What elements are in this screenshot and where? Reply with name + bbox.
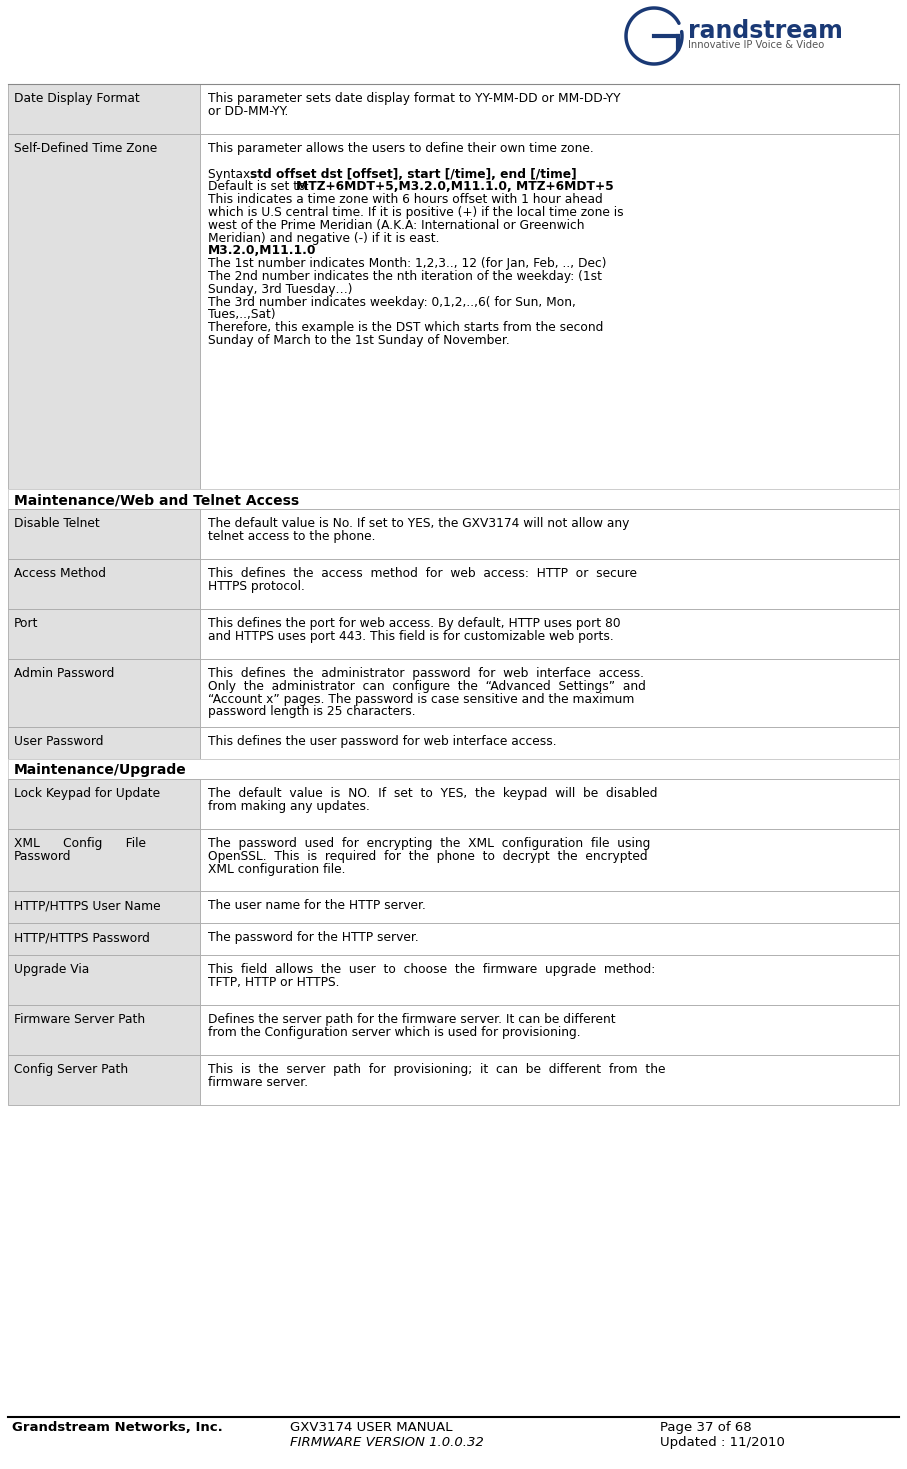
Bar (8, 759, 899, 779)
Text: This parameter allows the users to define their own time zone.: This parameter allows the users to defin… (208, 142, 594, 156)
Bar (8, 489, 899, 508)
Text: Only  the  administrator  can  configure  the  “Advanced  Settings”  and: Only the administrator can configure the… (208, 680, 646, 693)
Text: TFTP, HTTP or HTTPS.: TFTP, HTTP or HTTPS. (208, 975, 339, 989)
Text: This defines the port for web access. By default, HTTP uses port 80: This defines the port for web access. By… (208, 617, 620, 630)
Bar (200, 892, 899, 923)
Bar (200, 727, 899, 759)
Text: This  defines  the  administrator  password  for  web  interface  access.: This defines the administrator password … (208, 667, 644, 680)
Bar (8, 660, 200, 727)
Bar (8, 84, 200, 134)
Text: Disable Telnet: Disable Telnet (14, 517, 100, 530)
Bar (200, 508, 899, 560)
Bar (8, 610, 200, 660)
Text: M3.2.0,M11.1.0: M3.2.0,M11.1.0 (208, 244, 317, 257)
Text: HTTP/HTTPS Password: HTTP/HTTPS Password (14, 931, 150, 945)
Text: firmware server.: firmware server. (208, 1075, 308, 1089)
Text: and HTTPS uses port 443. This field is for customizable web ports.: and HTTPS uses port 443. This field is f… (208, 630, 614, 643)
Text: FIRMWARE VERSION 1.0.0.32: FIRMWARE VERSION 1.0.0.32 (290, 1437, 483, 1448)
Text: OpenSSL.  This  is  required  for  the  phone  to  decrypt  the  encrypted: OpenSSL. This is required for the phone … (208, 849, 648, 862)
Text: XML configuration file.: XML configuration file. (208, 862, 346, 876)
Text: Port: Port (14, 617, 38, 630)
Text: This  defines  the  access  method  for  web  access:  HTTP  or  secure: This defines the access method for web a… (208, 567, 637, 580)
Text: Updated : 11/2010: Updated : 11/2010 (660, 1437, 785, 1448)
Text: west of the Prime Meridian (A.K.A: International or Greenwich: west of the Prime Meridian (A.K.A: Inter… (208, 219, 584, 232)
Text: The password for the HTTP server.: The password for the HTTP server. (208, 931, 419, 945)
Text: MTZ+6MDT+5,M3.2.0,M11.1.0, MTZ+6MDT+5: MTZ+6MDT+5,M3.2.0,M11.1.0, MTZ+6MDT+5 (296, 181, 614, 194)
Text: The user name for the HTTP server.: The user name for the HTTP server. (208, 899, 426, 912)
Bar (8, 560, 200, 610)
Text: Sunday, 3rd Tuesday…): Sunday, 3rd Tuesday…) (208, 284, 353, 295)
Bar (200, 84, 899, 134)
Text: Admin Password: Admin Password (14, 667, 114, 680)
Bar (8, 892, 200, 923)
Text: Password: Password (14, 849, 72, 862)
Text: The 3rd number indicates weekday: 0,1,2,..,6( for Sun, Mon,: The 3rd number indicates weekday: 0,1,2,… (208, 295, 576, 308)
Bar (8, 508, 200, 560)
Bar (8, 923, 200, 955)
Text: Maintenance/Web and Telnet Access: Maintenance/Web and Telnet Access (14, 494, 299, 507)
Bar (8, 955, 200, 1005)
Text: Config Server Path: Config Server Path (14, 1064, 128, 1075)
Bar (200, 134, 899, 489)
Text: This  field  allows  the  user  to  choose  the  firmware  upgrade  method:: This field allows the user to choose the… (208, 964, 655, 975)
Bar (8, 829, 200, 892)
Text: which is U.S central time. If it is positive (+) if the local time zone is: which is U.S central time. If it is posi… (208, 206, 624, 219)
Bar (8, 1005, 200, 1055)
Bar (200, 923, 899, 955)
Text: Grandstream Networks, Inc.: Grandstream Networks, Inc. (12, 1421, 223, 1434)
Bar (200, 955, 899, 1005)
Bar (200, 779, 899, 829)
Text: This parameter sets date display format to YY-MM-DD or MM-DD-YY: This parameter sets date display format … (208, 93, 620, 104)
Bar (200, 560, 899, 610)
Text: Innovative IP Voice & Video: Innovative IP Voice & Video (688, 40, 824, 50)
Text: Syntax:: Syntax: (208, 167, 258, 181)
Bar (8, 727, 200, 759)
Bar (200, 660, 899, 727)
Text: Maintenance/Upgrade: Maintenance/Upgrade (14, 762, 187, 777)
Text: Meridian) and negative (-) if it is east.: Meridian) and negative (-) if it is east… (208, 232, 440, 245)
Text: Access Method: Access Method (14, 567, 106, 580)
Text: This defines the user password for web interface access.: This defines the user password for web i… (208, 734, 557, 748)
Text: Firmware Server Path: Firmware Server Path (14, 1014, 145, 1025)
Text: The  password  used  for  encrypting  the  XML  configuration  file  using: The password used for encrypting the XML… (208, 837, 650, 851)
Bar (8, 134, 200, 489)
Text: This indicates a time zone with 6 hours offset with 1 hour ahead: This indicates a time zone with 6 hours … (208, 194, 603, 206)
Bar (200, 610, 899, 660)
Bar (200, 829, 899, 892)
Text: HTTPS protocol.: HTTPS protocol. (208, 580, 305, 593)
Text: “Account x” pages. The password is case sensitive and the maximum: “Account x” pages. The password is case … (208, 692, 634, 705)
Bar (8, 1055, 200, 1105)
Text: Page 37 of 68: Page 37 of 68 (660, 1421, 752, 1434)
Text: password length is 25 characters.: password length is 25 characters. (208, 705, 415, 718)
Text: User Password: User Password (14, 734, 103, 748)
Text: Default is set to:: Default is set to: (208, 181, 314, 194)
Text: Sunday of March to the 1st Sunday of November.: Sunday of March to the 1st Sunday of Nov… (208, 333, 510, 347)
Text: HTTP/HTTPS User Name: HTTP/HTTPS User Name (14, 899, 161, 912)
Text: or DD-MM-YY.: or DD-MM-YY. (208, 104, 288, 118)
Text: The 2nd number indicates the nth iteration of the weekday: (1st: The 2nd number indicates the nth iterati… (208, 270, 602, 284)
Text: The  default  value  is  NO.  If  set  to  YES,  the  keypad  will  be  disabled: The default value is NO. If set to YES, … (208, 787, 658, 801)
Bar (8, 779, 200, 829)
Text: Upgrade Via: Upgrade Via (14, 964, 89, 975)
Text: telnet access to the phone.: telnet access to the phone. (208, 530, 375, 544)
Text: The 1st number indicates Month: 1,2,3.., 12 (for Jan, Feb, .., Dec): The 1st number indicates Month: 1,2,3..,… (208, 257, 607, 270)
Text: randstream: randstream (688, 19, 843, 43)
Text: from making any updates.: from making any updates. (208, 799, 370, 812)
Text: This  is  the  server  path  for  provisioning;  it  can  be  different  from  t: This is the server path for provisioning… (208, 1064, 666, 1075)
Text: Self-Defined Time Zone: Self-Defined Time Zone (14, 142, 157, 156)
Text: from the Configuration server which is used for provisioning.: from the Configuration server which is u… (208, 1025, 580, 1039)
Text: std offset dst [offset], start [/time], end [/time]: std offset dst [offset], start [/time], … (250, 167, 577, 181)
Text: XML      Config      File: XML Config File (14, 837, 146, 851)
Text: Date Display Format: Date Display Format (14, 93, 140, 104)
Text: The default value is No. If set to YES, the GXV3174 will not allow any: The default value is No. If set to YES, … (208, 517, 629, 530)
Text: Therefore, this example is the DST which starts from the second: Therefore, this example is the DST which… (208, 322, 603, 335)
Text: Tues,..,Sat): Tues,..,Sat) (208, 308, 276, 322)
Text: Defines the server path for the firmware server. It can be different: Defines the server path for the firmware… (208, 1014, 616, 1025)
Text: Lock Keypad for Update: Lock Keypad for Update (14, 787, 161, 801)
Bar (200, 1005, 899, 1055)
Text: GXV3174 USER MANUAL: GXV3174 USER MANUAL (290, 1421, 453, 1434)
Bar (200, 1055, 899, 1105)
